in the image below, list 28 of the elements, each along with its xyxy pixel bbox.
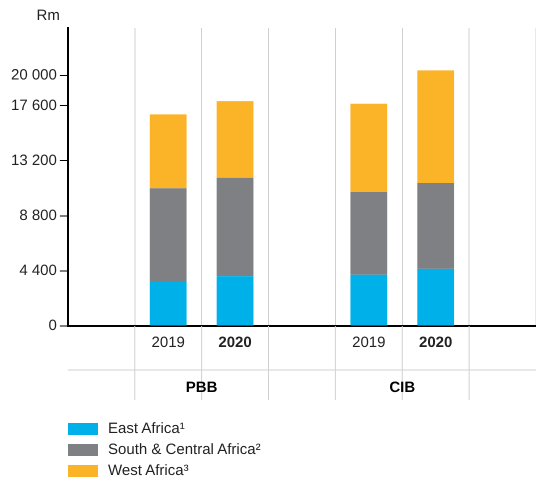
bar xyxy=(150,188,187,282)
bar xyxy=(417,183,454,269)
x-tick-label: 2019 xyxy=(152,334,185,352)
bar xyxy=(417,268,454,326)
bar xyxy=(350,274,388,326)
text: PBB xyxy=(186,379,218,396)
bar xyxy=(350,192,388,275)
y-tick-label: 8 800 xyxy=(19,206,57,224)
y-tick-label: 17 600 xyxy=(10,96,57,114)
legend-label: East Africa¹ xyxy=(108,420,185,437)
x-tick-label: 2019 xyxy=(352,334,386,352)
bar xyxy=(216,178,254,276)
y-tick-label: 20 000 xyxy=(10,66,57,84)
x-tick-label: 2020 xyxy=(419,334,452,352)
y-tick-label: 0 xyxy=(48,317,57,334)
bar xyxy=(150,282,187,326)
y-tick-label: 4 400 xyxy=(19,262,57,280)
x-tick-label: 2020 xyxy=(218,334,252,352)
bar xyxy=(350,104,388,192)
y-tick-label: 13 200 xyxy=(10,152,57,169)
text: CIB xyxy=(389,379,416,396)
bar xyxy=(150,114,187,188)
y-axis-title: Rm xyxy=(36,7,60,24)
bar xyxy=(216,276,254,326)
bar xyxy=(216,101,254,178)
bar xyxy=(417,70,454,184)
legend-label: West Africa³ xyxy=(108,462,189,479)
legend-label: South & Central Africa² xyxy=(108,441,261,458)
